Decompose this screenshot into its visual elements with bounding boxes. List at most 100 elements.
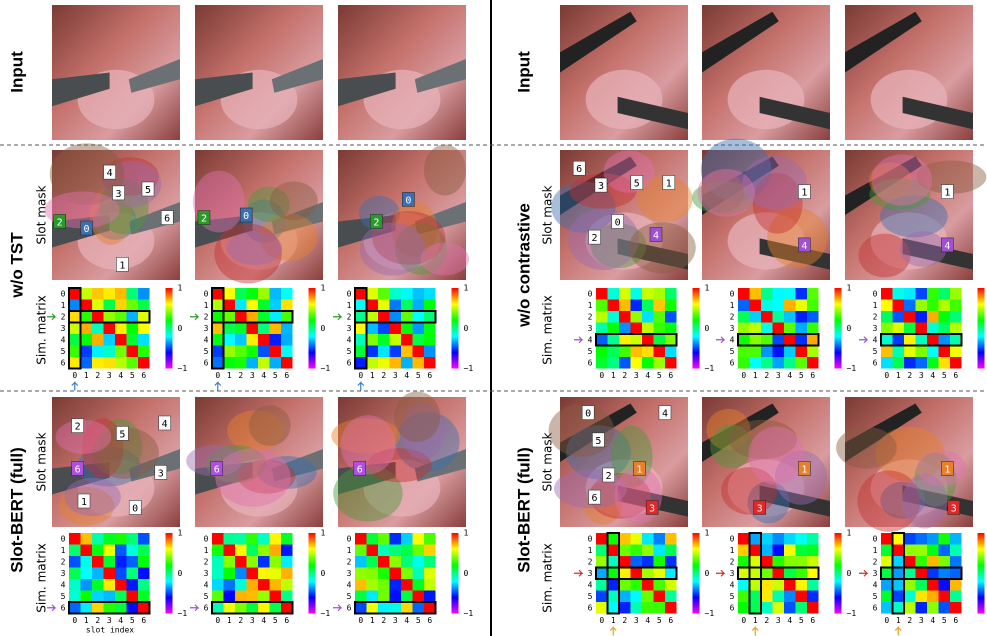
matrix-cell bbox=[69, 322, 81, 334]
matrix-cell bbox=[950, 590, 962, 602]
matrix-cell bbox=[915, 590, 927, 602]
matrix-cell bbox=[938, 322, 950, 334]
matrix-cell bbox=[807, 567, 819, 579]
matrix-row-label: 0 bbox=[873, 534, 878, 543]
instrument bbox=[338, 72, 396, 107]
matrix-cell bbox=[126, 311, 138, 323]
matrix-cell bbox=[246, 533, 258, 545]
matrix-cell bbox=[115, 299, 127, 311]
matrix-cell bbox=[138, 567, 150, 579]
matrix-cell bbox=[938, 567, 950, 579]
matrix-cell bbox=[378, 590, 390, 602]
matrix-cell bbox=[138, 288, 150, 300]
matrix-cell bbox=[401, 322, 413, 334]
slot-mask-region bbox=[880, 481, 926, 519]
highlight bbox=[891, 532, 905, 615]
matrix-cell bbox=[92, 311, 104, 323]
matrix-cell bbox=[281, 567, 293, 579]
matrix-col-label: 4 bbox=[118, 616, 123, 625]
matrix-cell bbox=[80, 556, 92, 568]
matrix-cell bbox=[927, 602, 939, 614]
matrix-cell bbox=[761, 299, 773, 311]
matrix-cell bbox=[772, 311, 784, 323]
matrix-cell bbox=[915, 544, 927, 556]
matrix-cell bbox=[904, 567, 916, 579]
matrix-cell bbox=[212, 288, 224, 300]
instrument bbox=[52, 72, 110, 107]
highlight bbox=[211, 287, 225, 370]
matrix-col-label: 1 bbox=[611, 371, 616, 380]
matrix-cell bbox=[881, 602, 893, 614]
matrix-cell bbox=[355, 533, 367, 545]
matrix-cell bbox=[235, 590, 247, 602]
colorbar-label: −1 bbox=[847, 609, 857, 618]
matrix-col-label: 5 bbox=[657, 371, 662, 380]
matrix-cell bbox=[904, 299, 916, 311]
matrix-cell bbox=[115, 567, 127, 579]
slot-mask-region bbox=[875, 426, 945, 482]
matrix-row-label: 1 bbox=[730, 301, 735, 310]
matrix-cell bbox=[212, 334, 224, 346]
arrow bbox=[716, 569, 726, 577]
matrix-cell bbox=[596, 357, 608, 369]
matrix-cell bbox=[784, 567, 796, 579]
matrix-cell bbox=[389, 556, 401, 568]
matrix-cell bbox=[795, 334, 807, 346]
matrix-cell bbox=[950, 357, 962, 369]
matrix-cell bbox=[596, 533, 608, 545]
matrix-cell bbox=[92, 579, 104, 591]
matrix-cell bbox=[378, 567, 390, 579]
matrix-cell bbox=[235, 357, 247, 369]
matrix-cell bbox=[412, 357, 424, 369]
colorbar-label: 1 bbox=[705, 529, 710, 538]
matrix-cell bbox=[246, 590, 258, 602]
matrix-cell bbox=[126, 334, 138, 346]
matrix-cell bbox=[807, 334, 819, 346]
matrix-cell bbox=[892, 533, 904, 545]
instrument bbox=[414, 59, 466, 93]
matrix-cell bbox=[389, 322, 401, 334]
matrix-cell bbox=[607, 357, 619, 369]
slot-mask-region bbox=[49, 143, 125, 205]
matrix-row-label: 0 bbox=[347, 289, 352, 298]
colorbar-label: 1 bbox=[178, 284, 183, 293]
sub-label: Sim. matrix bbox=[35, 543, 49, 612]
matrix-cell bbox=[378, 311, 390, 323]
matrix-cell bbox=[904, 602, 916, 614]
matrix-cell bbox=[749, 602, 761, 614]
matrix-cell bbox=[138, 334, 150, 346]
slot-badge bbox=[80, 220, 93, 236]
slot-mask-region bbox=[367, 448, 432, 483]
matrix-cell bbox=[80, 334, 92, 346]
slot-mask-region bbox=[238, 459, 296, 494]
matrix-cell bbox=[665, 567, 677, 579]
matrix-cell bbox=[927, 544, 939, 556]
matrix-cell bbox=[412, 288, 424, 300]
matrix-cell bbox=[355, 357, 367, 369]
matrix-cell bbox=[269, 345, 281, 357]
matrix-cell bbox=[892, 602, 904, 614]
sub-label: Slot mask bbox=[541, 432, 555, 491]
slot-mask-region bbox=[637, 175, 693, 223]
slot-mask-region bbox=[257, 455, 317, 489]
slot-mask-region bbox=[869, 178, 931, 210]
matrix-cell bbox=[596, 299, 608, 311]
matrix-cell bbox=[642, 311, 654, 323]
matrix-cell bbox=[892, 322, 904, 334]
matrix-col-label: 0 bbox=[358, 371, 363, 380]
matrix-col-label: 4 bbox=[787, 616, 792, 625]
matrix-col-label: 2 bbox=[95, 616, 100, 625]
matrix-col-label: 3 bbox=[634, 371, 639, 380]
matrix-col-label: 4 bbox=[645, 616, 650, 625]
matrix-cell bbox=[269, 556, 281, 568]
slot-mask-region bbox=[227, 410, 285, 452]
row-label: Slot-BERT (full) bbox=[514, 447, 533, 573]
matrix-cell bbox=[642, 322, 654, 334]
matrix-cell bbox=[258, 544, 270, 556]
matrix-cell bbox=[269, 533, 281, 545]
matrix-cell bbox=[607, 544, 619, 556]
matrix-cell bbox=[653, 357, 665, 369]
matrix-cell bbox=[269, 299, 281, 311]
matrix-col-label: 3 bbox=[919, 616, 924, 625]
